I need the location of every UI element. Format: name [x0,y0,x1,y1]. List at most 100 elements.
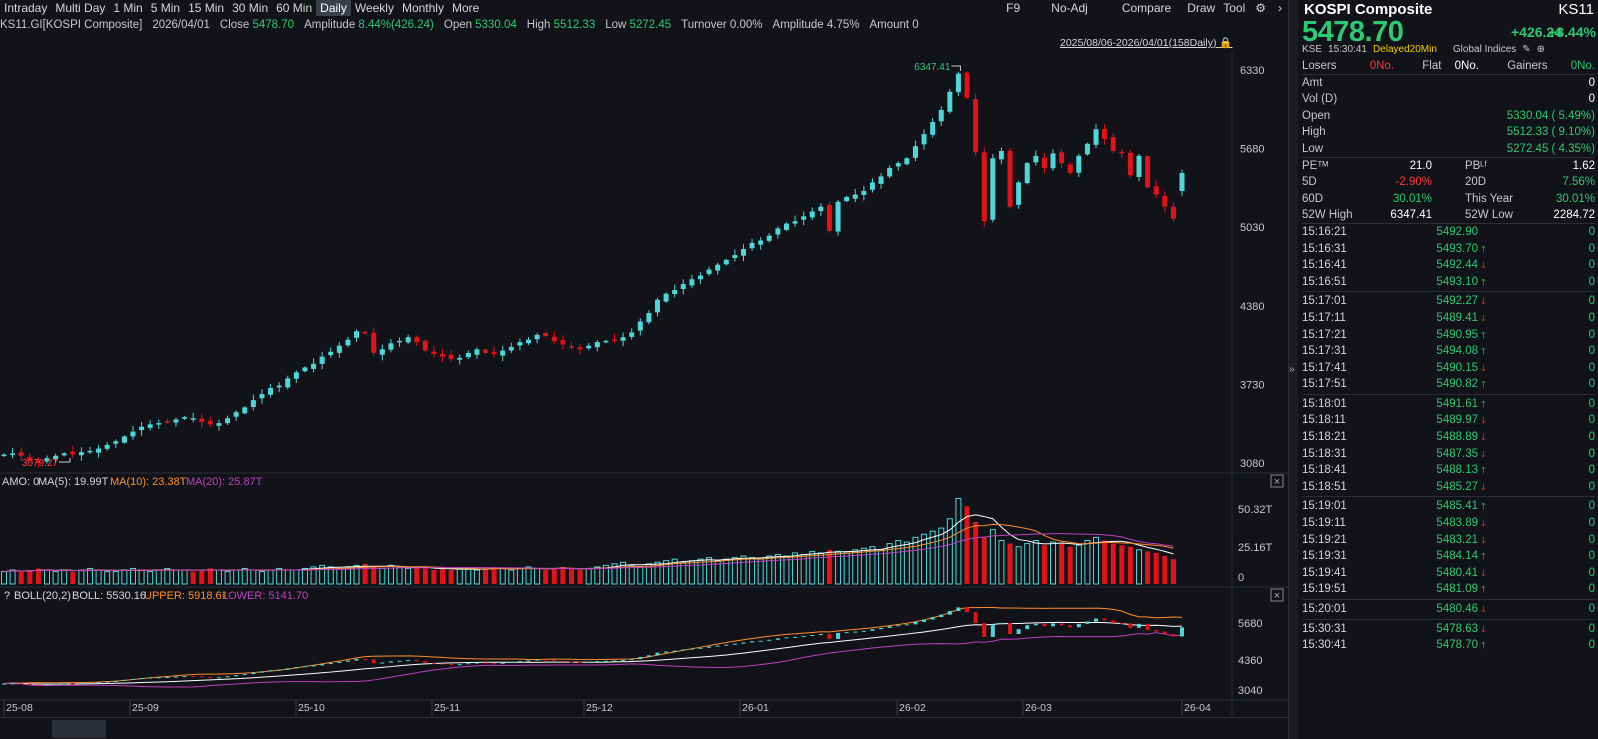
tick-direction-icon: 🡓 [1481,567,1486,578]
close-boll-panel-icon[interactable] [1270,588,1284,602]
volume-bar [1170,559,1176,584]
candle-body [319,356,325,364]
tab-multi-day[interactable]: Multi Day [55,1,106,15]
boll-candle [191,676,196,678]
boll-candle [1016,629,1021,634]
candle-body [835,201,841,232]
tab-daily[interactable]: Daily [316,0,351,16]
price-change-pct: +8.44% [1548,24,1596,40]
low-arrow [59,458,71,463]
tick-volume: 0 [1588,500,1595,513]
volume-bar [602,564,609,585]
tick-volume: 0 [1588,639,1595,652]
tick-time: 15:19:41 [1302,566,1347,579]
candlestick-chart[interactable]: 6330 5680 5030 4380 3730 3080 6347.41 3079.27 AM… [0,0,1288,717]
adjust-button[interactable]: No-Adj [1051,1,1088,15]
volume-bar [1024,543,1031,585]
volume-bar [86,567,93,585]
quote-sidebar: KOSPI Composite KS11 5478.70 +426.24 +8.… [1298,0,1598,739]
candle-body [534,334,540,340]
volume-bar [525,566,532,585]
edit-icon[interactable]: ✎ [1522,44,1531,55]
week52-row: 52W High 6347.41 52W Low 2284.72 [1302,207,1595,224]
boll-candle [216,677,221,679]
tab-weekly[interactable]: Weekly [354,1,394,15]
tick-price: 5494.08 [1436,345,1478,358]
candle-body [27,457,33,461]
compare-button[interactable]: Compare [1121,1,1172,15]
panel-splitter[interactable]: » [1288,0,1298,739]
category-label: Global Indices [1452,44,1517,55]
tick-row: 15:16:31 5493.70 🡑 0 [1302,241,1595,258]
tab-1-min[interactable]: 1 Min [113,1,143,15]
volume-bar [654,561,661,585]
tick-time: 15:18:21 [1302,431,1347,444]
boll-candle [414,660,419,662]
tick-time: 15:19:11 [1302,517,1346,530]
candle-body [603,340,609,343]
chart-scrollbar[interactable] [0,717,1288,739]
boll-candle [689,648,694,650]
collapse-icon[interactable]: » [1289,364,1295,375]
candle-body [164,421,170,423]
candle-body [1136,155,1142,178]
tool-button[interactable]: Tool [1223,1,1246,15]
candle-body [302,367,308,372]
price-axis-tick: 3080 [1240,458,1264,470]
tab-intraday[interactable]: Intraday [4,1,48,15]
candle-body [844,196,850,202]
price-axis-tick: 3730 [1240,379,1264,391]
boll-candle [990,624,995,637]
boll-candle [53,683,58,685]
tick-direction-icon [1478,224,1492,241]
date-range-label[interactable]: 2025/08/06-2026/04/01(158Daily) 🔒 [1060,37,1233,49]
volume-bar [440,568,446,584]
add-icon[interactable]: ⊕ [1536,44,1546,55]
boll-candle [199,676,204,678]
boll-candle [543,659,548,661]
volume-bar [714,560,721,585]
candle-body [354,331,360,338]
lock-icon[interactable]: 🔒 [1219,37,1233,49]
boll-candle [122,679,127,681]
perf-row-2: 60D 30.01% This Year 30.01% [1302,192,1595,205]
boll-candle [36,684,41,686]
tick-time: 15:18:31 [1302,447,1347,460]
tab-15-min[interactable]: 15 Min [188,1,225,15]
tab-monthly[interactable]: Monthly [401,1,444,15]
tick-time: 15:16:21 [1302,225,1347,238]
boll-candle [1102,618,1107,621]
quote-info-bar: KS11.GI[KOSPI Composite] 2026/04/01 Clos… [0,17,1288,33]
volume-bar [921,533,928,585]
tab-more[interactable]: More [451,1,480,15]
chevron-right-icon[interactable]: › [1278,1,1282,15]
boll-candle [268,670,273,672]
tab-5-min[interactable]: 5 Min [150,1,181,15]
boll-candle [715,645,720,647]
volume-bar [569,568,575,584]
volume-bar [301,567,308,585]
boll-title: BOLL(20,2) [14,590,71,602]
volume-bar [483,568,489,584]
candle-body [861,190,867,195]
tab-60-min[interactable]: 60 Min [276,1,313,15]
volume-bar [276,567,283,585]
boll-candle [1085,621,1090,624]
tab-30-min[interactable]: 30 Min [232,1,269,15]
boll-candle [724,644,729,646]
volume-legend: AMO: 0 [2,476,39,488]
tick-list[interactable]: 15:16:21 5492.90 0 15:16:31 5493.70 🡑 0 15:16:4… [1302,224,1595,654]
boll-axis-tick: 5680 [1238,618,1262,630]
price-change: +426.24 [1511,24,1562,40]
tick-volume: 0 [1588,275,1595,288]
boll-candle [474,662,479,664]
settings-icon[interactable]: ⚙ [1255,1,1266,15]
candle-body [104,444,110,449]
boll-candle [801,635,806,637]
boll-candle [844,632,849,634]
close-volume-panel-icon[interactable] [1270,474,1284,488]
f9-button[interactable]: F9 [1006,1,1021,15]
draw-button[interactable]: Draw [1187,1,1216,15]
scroll-thumb[interactable] [52,720,106,738]
tick-price: 5488.89 [1436,431,1478,444]
